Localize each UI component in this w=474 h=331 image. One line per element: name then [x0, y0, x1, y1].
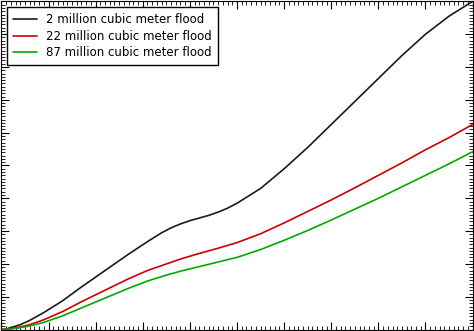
22 million cubic meter flood: [79, 300, 84, 304]
2 million cubic meter flood: [206, 213, 211, 217]
2 million cubic meter flood: [423, 32, 428, 36]
87 million cubic meter flood: [79, 306, 84, 310]
87 million cubic meter flood: [352, 207, 358, 211]
2 million cubic meter flood: [178, 222, 183, 226]
2 million cubic meter flood: [196, 216, 202, 220]
22 million cubic meter flood: [60, 309, 65, 313]
22 million cubic meter flood: [446, 136, 452, 140]
22 million cubic meter flood: [178, 257, 183, 261]
87 million cubic meter flood: [470, 150, 474, 154]
22 million cubic meter flood: [41, 318, 46, 322]
87 million cubic meter flood: [3, 327, 9, 331]
2 million cubic meter flood: [0, 328, 4, 331]
2 million cubic meter flood: [79, 285, 84, 289]
2 million cubic meter flood: [159, 231, 164, 235]
2 million cubic meter flood: [375, 76, 381, 80]
2 million cubic meter flood: [328, 122, 334, 126]
87 million cubic meter flood: [41, 320, 46, 324]
87 million cubic meter flood: [446, 162, 452, 166]
87 million cubic meter flood: [0, 328, 4, 331]
22 million cubic meter flood: [102, 288, 108, 292]
2 million cubic meter flood: [446, 14, 452, 18]
87 million cubic meter flood: [164, 273, 169, 277]
87 million cubic meter flood: [196, 264, 202, 268]
87 million cubic meter flood: [18, 326, 23, 330]
22 million cubic meter flood: [281, 221, 287, 225]
22 million cubic meter flood: [352, 186, 358, 190]
22 million cubic meter flood: [145, 268, 150, 272]
87 million cubic meter flood: [27, 324, 33, 328]
2 million cubic meter flood: [352, 100, 358, 104]
22 million cubic meter flood: [399, 161, 405, 165]
22 million cubic meter flood: [234, 241, 240, 245]
2 million cubic meter flood: [3, 327, 9, 331]
87 million cubic meter flood: [423, 173, 428, 177]
2 million cubic meter flood: [60, 299, 65, 303]
87 million cubic meter flood: [399, 185, 405, 189]
87 million cubic meter flood: [60, 314, 65, 318]
22 million cubic meter flood: [328, 198, 334, 202]
22 million cubic meter flood: [8, 327, 14, 331]
2 million cubic meter flood: [27, 318, 33, 322]
87 million cubic meter flood: [281, 238, 287, 242]
87 million cubic meter flood: [258, 248, 264, 252]
Line: 22 million cubic meter flood: 22 million cubic meter flood: [1, 124, 473, 330]
22 million cubic meter flood: [305, 210, 310, 213]
22 million cubic meter flood: [423, 148, 428, 152]
22 million cubic meter flood: [27, 323, 33, 327]
2 million cubic meter flood: [102, 268, 108, 272]
22 million cubic meter flood: [215, 246, 221, 250]
87 million cubic meter flood: [234, 256, 240, 260]
22 million cubic meter flood: [18, 325, 23, 329]
2 million cubic meter flood: [225, 206, 230, 210]
87 million cubic meter flood: [8, 327, 14, 331]
2 million cubic meter flood: [281, 167, 287, 171]
22 million cubic meter flood: [126, 277, 131, 281]
2 million cubic meter flood: [8, 326, 14, 330]
2 million cubic meter flood: [399, 54, 405, 58]
2 million cubic meter flood: [258, 186, 264, 190]
2 million cubic meter flood: [41, 310, 46, 314]
2 million cubic meter flood: [305, 145, 310, 149]
22 million cubic meter flood: [164, 262, 169, 266]
Legend: 2 million cubic meter flood, 22 million cubic meter flood, 87 million cubic mete: 2 million cubic meter flood, 22 million …: [7, 7, 218, 65]
2 million cubic meter flood: [470, 0, 474, 3]
22 million cubic meter flood: [3, 327, 9, 331]
2 million cubic meter flood: [234, 201, 240, 205]
22 million cubic meter flood: [0, 328, 4, 331]
87 million cubic meter flood: [328, 218, 334, 222]
87 million cubic meter flood: [178, 269, 183, 273]
Line: 87 million cubic meter flood: 87 million cubic meter flood: [1, 152, 473, 330]
22 million cubic meter flood: [258, 232, 264, 236]
22 million cubic meter flood: [375, 173, 381, 177]
87 million cubic meter flood: [305, 228, 310, 232]
2 million cubic meter flood: [215, 210, 221, 214]
2 million cubic meter flood: [145, 240, 150, 244]
87 million cubic meter flood: [145, 279, 150, 283]
87 million cubic meter flood: [375, 196, 381, 200]
87 million cubic meter flood: [102, 296, 108, 300]
87 million cubic meter flood: [126, 286, 131, 290]
2 million cubic meter flood: [126, 252, 131, 256]
87 million cubic meter flood: [215, 260, 221, 264]
22 million cubic meter flood: [470, 122, 474, 126]
22 million cubic meter flood: [196, 252, 202, 256]
2 million cubic meter flood: [18, 323, 23, 327]
2 million cubic meter flood: [168, 226, 174, 230]
2 million cubic meter flood: [187, 219, 193, 223]
